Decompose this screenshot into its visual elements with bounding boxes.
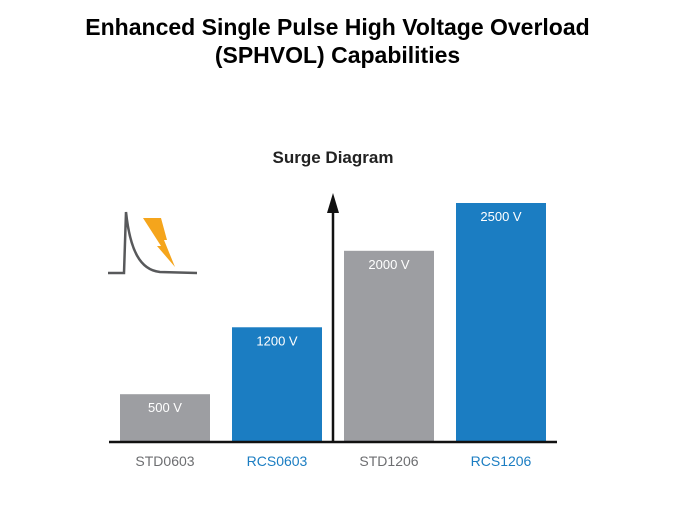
y-axis-arrow-icon xyxy=(327,193,339,213)
bar-rcs0603 xyxy=(232,327,322,442)
surge-pulse-icon xyxy=(108,211,198,275)
lightning-bolt-icon xyxy=(143,218,175,267)
data-label: 500 V xyxy=(148,400,182,415)
data-label: 2500 V xyxy=(480,209,522,224)
slide-title-line1: Enhanced Single Pulse High Voltage Overl… xyxy=(85,14,590,40)
data-label: 2000 V xyxy=(368,257,410,272)
bar-std1206 xyxy=(344,250,434,442)
category-label: RCS1206 xyxy=(471,453,532,469)
slide-title-line2: (SPHVOL) Capabilities xyxy=(214,42,461,68)
bar-std0603 xyxy=(120,394,210,442)
bar-rcs1206 xyxy=(456,203,546,442)
chart-title: Surge Diagram xyxy=(273,148,394,167)
category-label: RCS0603 xyxy=(247,453,308,469)
data-label: 1200 V xyxy=(256,333,298,348)
category-label: STD1206 xyxy=(359,453,418,469)
category-label: STD0603 xyxy=(135,453,194,469)
